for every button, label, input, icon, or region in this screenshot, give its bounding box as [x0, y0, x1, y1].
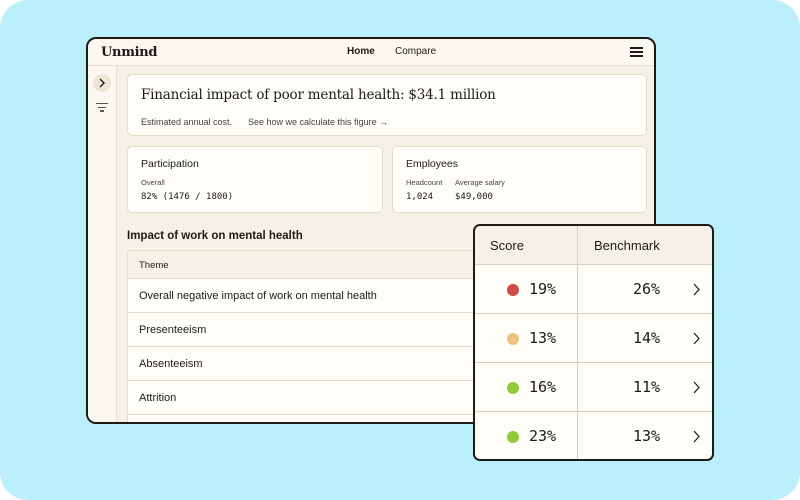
- sidebar: [88, 66, 117, 422]
- chevron-right-icon[interactable]: [692, 430, 701, 443]
- theme-column-header: Theme: [139, 260, 169, 271]
- headcount-value: 1,024: [406, 192, 434, 202]
- headcount-label: Headcount: [406, 178, 443, 187]
- table-row[interactable]: Presenteeism: [128, 313, 646, 347]
- top-navigation-bar: Unmind Home Compare: [88, 39, 654, 66]
- benchmark-column-header: Benchmark: [594, 238, 660, 253]
- chevron-right-icon[interactable]: [692, 332, 701, 345]
- status-dot: [507, 333, 519, 345]
- employees-title: Employees: [406, 158, 458, 170]
- score-row[interactable]: 19% 26%: [475, 265, 712, 314]
- column-divider: [577, 226, 578, 459]
- score-column-header: Score: [490, 238, 524, 253]
- chevron-right-icon: [99, 78, 105, 88]
- filter-icon[interactable]: [96, 103, 108, 113]
- chevron-right-icon[interactable]: [692, 283, 701, 296]
- theme-label: Attrition: [139, 392, 177, 404]
- participation-card: Participation Overall 82% (1476 / 1800): [127, 146, 383, 213]
- score-value: 13%: [529, 329, 557, 347]
- score-value: 23%: [529, 427, 557, 445]
- average-salary-value: $49,000: [455, 192, 493, 202]
- score-value: 16%: [529, 378, 557, 396]
- score-row[interactable]: 16% 11%: [475, 363, 712, 412]
- theme-label: Absenteeism: [139, 358, 203, 370]
- score-table-header: Score Benchmark: [475, 226, 712, 265]
- financial-impact-subtitle: Estimated annual cost.: [141, 117, 233, 127]
- score-row[interactable]: 13% 14%: [475, 314, 712, 363]
- sidebar-expand-button[interactable]: [93, 74, 111, 92]
- average-salary-label: Average salary: [455, 178, 505, 187]
- financial-impact-title: Financial impact of poor mental health: …: [141, 87, 496, 103]
- participation-label: Overall: [141, 178, 165, 187]
- benchmark-value: 14%: [633, 329, 661, 347]
- status-dot: [507, 284, 519, 296]
- participation-title: Participation: [141, 158, 199, 170]
- benchmark-value: 13%: [633, 427, 661, 445]
- benchmark-value: 26%: [633, 280, 661, 298]
- financial-impact-card: Financial impact of poor mental health: …: [127, 74, 647, 136]
- table-row[interactable]: Overall negative impact of work on menta…: [128, 279, 646, 313]
- logo[interactable]: Unmind: [101, 45, 158, 60]
- nav-home-link[interactable]: Home: [347, 46, 375, 57]
- employees-card: Employees Headcount 1,024 Average salary…: [392, 146, 647, 213]
- table-row[interactable]: Attrition: [128, 381, 646, 415]
- hamburger-menu-icon[interactable]: [630, 47, 643, 57]
- table-row[interactable]: Absenteeism: [128, 347, 646, 381]
- benchmark-value: 11%: [633, 378, 661, 396]
- status-dot: [507, 382, 519, 394]
- chevron-right-icon[interactable]: [692, 381, 701, 394]
- theme-label: Overall negative impact of work on menta…: [139, 290, 377, 302]
- score-benchmark-card: Score Benchmark 19% 26% 13% 14% 16% 11% …: [473, 224, 714, 461]
- theme-label: Presenteeism: [139, 324, 207, 336]
- nav-compare-link[interactable]: Compare: [395, 46, 437, 57]
- score-row[interactable]: 23% 13%: [475, 412, 712, 459]
- impact-section-title: Impact of work on mental health: [127, 230, 303, 242]
- score-value: 19%: [529, 280, 557, 298]
- participation-value: 82% (1476 / 1800): [141, 192, 234, 202]
- status-dot: [507, 431, 519, 443]
- calculation-link[interactable]: See how we calculate this figure →: [248, 117, 389, 127]
